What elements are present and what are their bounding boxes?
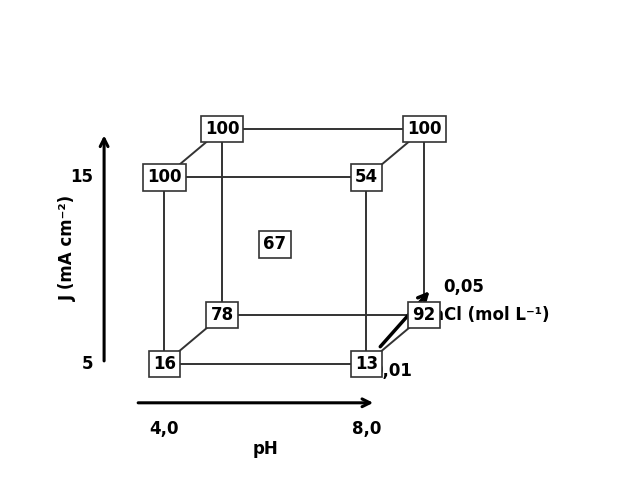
Text: 54: 54 [355,168,378,186]
Text: 0,01: 0,01 [371,362,412,380]
Text: pH: pH [253,440,278,458]
Text: 0,05: 0,05 [443,278,484,296]
Text: 16: 16 [153,355,176,373]
Text: 92: 92 [412,306,436,324]
Text: 100: 100 [205,120,239,138]
Text: NaCl (mol L⁻¹): NaCl (mol L⁻¹) [419,306,550,324]
Text: J (mA cm⁻²): J (mA cm⁻²) [59,195,77,301]
Text: 100: 100 [407,120,442,138]
Text: 100: 100 [147,168,181,186]
Text: 13: 13 [355,355,378,373]
Text: 78: 78 [211,306,233,324]
Text: 8,0: 8,0 [351,420,381,438]
Text: 5: 5 [82,355,94,373]
Text: 15: 15 [71,168,94,186]
Text: 67: 67 [263,235,286,254]
Text: 4,0: 4,0 [150,420,179,438]
